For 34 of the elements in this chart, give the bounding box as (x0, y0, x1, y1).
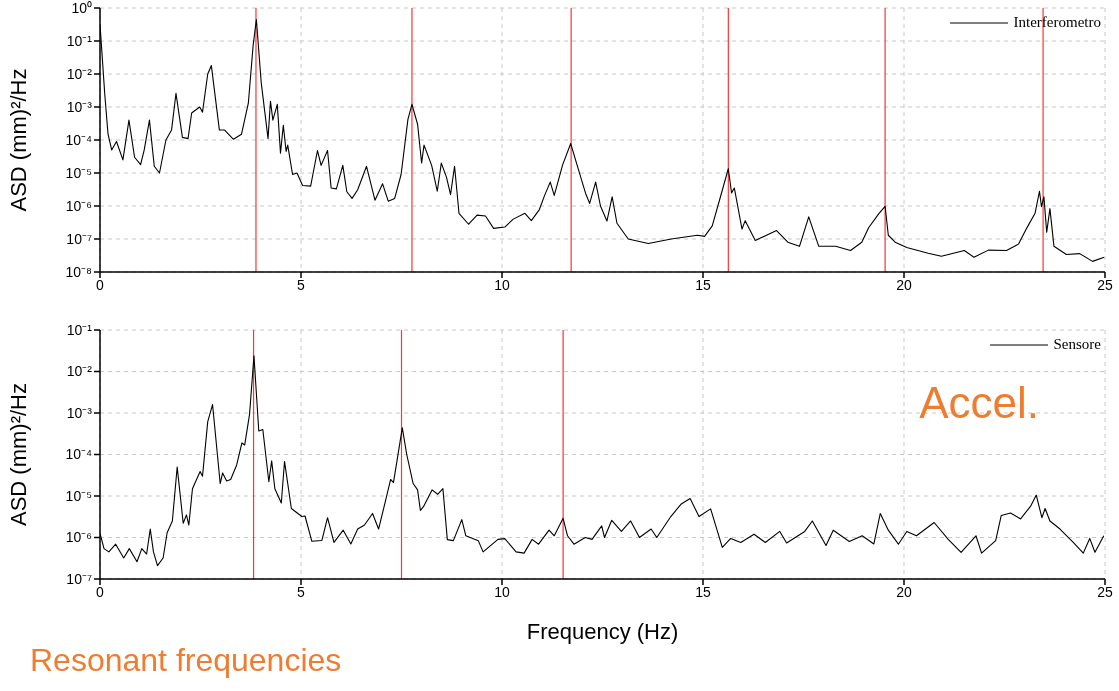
y-tick-label: 10⁻⁶ (65, 197, 92, 214)
x-tick-label: 25 (1097, 583, 1113, 600)
y-tick-label: 10⁻⁵ (65, 487, 92, 504)
y-axis-title: ASD (mm)²/Hz (5, 383, 31, 526)
y-tick-label: 10⁻⁴ (65, 131, 92, 148)
x-tick-label: 15 (695, 583, 711, 600)
annotation: Accel. (919, 378, 1039, 428)
x-tick-label: 0 (96, 583, 105, 600)
y-tick-label: 10⁻⁵ (65, 164, 92, 181)
y-tick-label: 10⁻³ (66, 404, 93, 421)
x-tick-label: 10 (494, 276, 510, 293)
x-tick-label: 15 (695, 276, 711, 293)
y-tick-label: 10⁻⁷ (66, 230, 92, 247)
x-tick-label: 20 (896, 276, 912, 293)
y-tick-label: 10⁻¹ (66, 32, 93, 49)
y-tick-label: 10⁻⁶ (65, 529, 92, 546)
x-tick-label: 5 (297, 276, 306, 293)
y-tick-label: 10⁻⁸ (65, 263, 93, 280)
y-axis-title: ASD (mm)²/Hz (5, 68, 31, 212)
y-tick-label: 10⁻² (66, 65, 93, 82)
x-tick-label: 20 (896, 583, 912, 600)
y-tick-label: 10⁻¹ (66, 321, 93, 338)
x-tick-label: 5 (297, 583, 306, 600)
text: Resonant frequencies (30, 642, 342, 679)
x-tick-label: 25 (1097, 276, 1113, 293)
x-axis-title: Frequency (Hz) (526, 619, 679, 644)
x-tick-label: 0 (96, 276, 105, 293)
y-tick-label: 10⁰ (71, 0, 92, 16)
y-tick-label: 10⁻⁴ (65, 446, 92, 463)
y-tick-label: 10⁻⁷ (66, 570, 92, 587)
legend-label: Sensore (1053, 336, 1101, 353)
x-tick-label: 10 (494, 583, 510, 600)
y-tick-label: 10⁻³ (66, 98, 93, 115)
y-tick-label: 10⁻² (66, 363, 93, 380)
